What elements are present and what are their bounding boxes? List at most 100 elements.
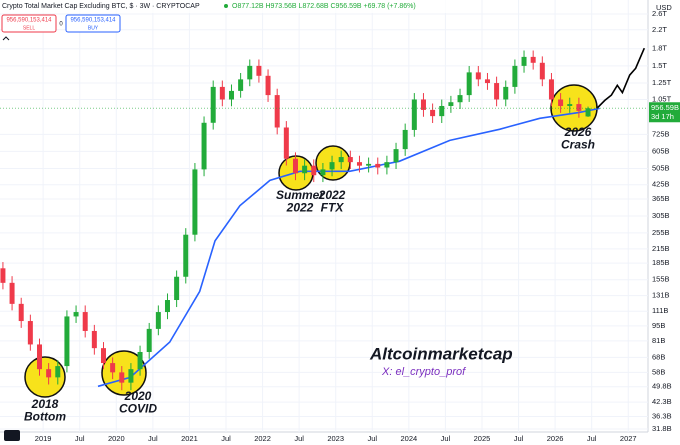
y-tick-label: 605B xyxy=(652,146,670,155)
candle-body xyxy=(91,330,97,349)
candle-body xyxy=(430,109,436,117)
x-tick-label: 2025 xyxy=(474,434,491,443)
y-tick-label: 1.5T xyxy=(652,61,667,70)
sell-price[interactable]: 956,590,153,414 xyxy=(6,18,52,24)
x-tick-label: 2019 xyxy=(35,434,52,443)
x-tick-label: 2022 xyxy=(254,434,271,443)
candle-body xyxy=(576,104,582,111)
candle-body xyxy=(27,321,33,345)
y-tick-label: 42.3B xyxy=(652,397,672,406)
price-tag xyxy=(649,102,680,123)
y-tick-label: 1.25T xyxy=(652,78,672,87)
candle-body xyxy=(494,83,500,100)
annotation: COVID xyxy=(119,402,157,416)
x-tick-label: Jul xyxy=(148,434,158,443)
x-tick-label: Jul xyxy=(294,434,304,443)
x-tick-label: 2026 xyxy=(547,434,564,443)
y-tick-label: 215B xyxy=(652,244,670,253)
candle-body xyxy=(356,162,362,166)
candle-body xyxy=(18,303,24,322)
y-tick-label: 425B xyxy=(652,180,670,189)
candle-body xyxy=(558,99,564,106)
candle-body xyxy=(238,79,244,91)
candle-body xyxy=(402,129,408,150)
candle-body xyxy=(503,86,509,100)
header-bg xyxy=(0,0,470,13)
candle-body xyxy=(9,282,15,304)
candle-body xyxy=(585,108,591,117)
candle-body xyxy=(411,99,417,130)
candle-body xyxy=(210,86,216,123)
candle-body xyxy=(73,312,79,317)
candle-body xyxy=(137,351,143,370)
buy-price[interactable]: 956,590,153,414 xyxy=(70,18,116,24)
candle-body xyxy=(384,162,390,168)
y-tick-label: 505B xyxy=(652,163,670,172)
candle-body xyxy=(512,65,518,87)
candle-body xyxy=(164,300,170,313)
ohlc-values: O877.12B H973.56B L872.68B C956.59B +69.… xyxy=(232,3,416,10)
candle-body xyxy=(146,328,152,352)
spread: 0 xyxy=(59,22,63,28)
y-tick-label: 255B xyxy=(652,228,670,237)
candle-body xyxy=(567,104,573,106)
candle-body xyxy=(530,56,536,63)
y-tick-label: 1.05T xyxy=(652,94,672,103)
candle-body xyxy=(247,65,253,80)
candle-body xyxy=(274,95,280,128)
collapse-icon[interactable] xyxy=(2,36,10,41)
candle-body xyxy=(329,162,335,170)
x-tick-label: Jul xyxy=(514,434,524,443)
candle-body xyxy=(36,344,42,370)
candle-body xyxy=(219,86,225,100)
y-tick-label: 2.6T xyxy=(652,9,667,18)
annotation: 2022 xyxy=(286,201,314,215)
annotation: Crash xyxy=(561,138,595,152)
x-tick-label: Jul xyxy=(367,434,377,443)
y-tick-label: 305B xyxy=(652,211,670,220)
candle-body xyxy=(466,72,472,96)
candle-body xyxy=(448,102,454,106)
candle-body xyxy=(283,127,289,159)
candle-body xyxy=(228,90,234,100)
candle-body xyxy=(256,65,262,76)
tv-logo[interactable] xyxy=(4,430,20,441)
y-tick-label: 68B xyxy=(652,352,665,361)
candle-body xyxy=(484,79,490,84)
y-tick-label: 1.8T xyxy=(652,44,667,53)
sell-label[interactable]: SELL xyxy=(23,25,35,31)
line-series xyxy=(596,47,646,109)
price-tag-countdown: 3d 17h xyxy=(651,112,674,121)
y-tick-label: 36.3B xyxy=(652,412,672,421)
x-tick-label: 2021 xyxy=(181,434,198,443)
y-tick-label: 49.8B xyxy=(652,382,672,391)
y-tick-label: 58B xyxy=(652,367,665,376)
buy-label[interactable]: BUY xyxy=(88,25,99,31)
y-tick-label: 155B xyxy=(652,275,670,284)
annotation: FTX xyxy=(321,201,345,215)
candle-body xyxy=(338,157,344,163)
candle-body xyxy=(46,369,52,378)
x-tick-label: 2023 xyxy=(327,434,344,443)
candle-body xyxy=(302,165,308,174)
x-tick-label: 2027 xyxy=(620,434,637,443)
y-tick-label: 95B xyxy=(652,321,665,330)
annotation: 2018 xyxy=(31,397,59,411)
candle-body xyxy=(539,62,545,80)
candle-body xyxy=(420,99,426,110)
candle-body xyxy=(311,165,317,176)
annotation: Bottom xyxy=(24,410,66,424)
buy-button[interactable] xyxy=(65,14,121,33)
candle-body xyxy=(347,157,353,163)
candle-body xyxy=(292,158,298,174)
sell-button[interactable] xyxy=(1,14,57,33)
annotation: 2026 xyxy=(564,125,592,139)
currency: USD xyxy=(656,3,672,12)
y-tick-label: 111B xyxy=(652,306,668,315)
x-tick-label: 2020 xyxy=(108,434,125,443)
candle-body xyxy=(439,105,445,117)
candle-body xyxy=(201,122,207,170)
candle-body xyxy=(155,312,161,329)
